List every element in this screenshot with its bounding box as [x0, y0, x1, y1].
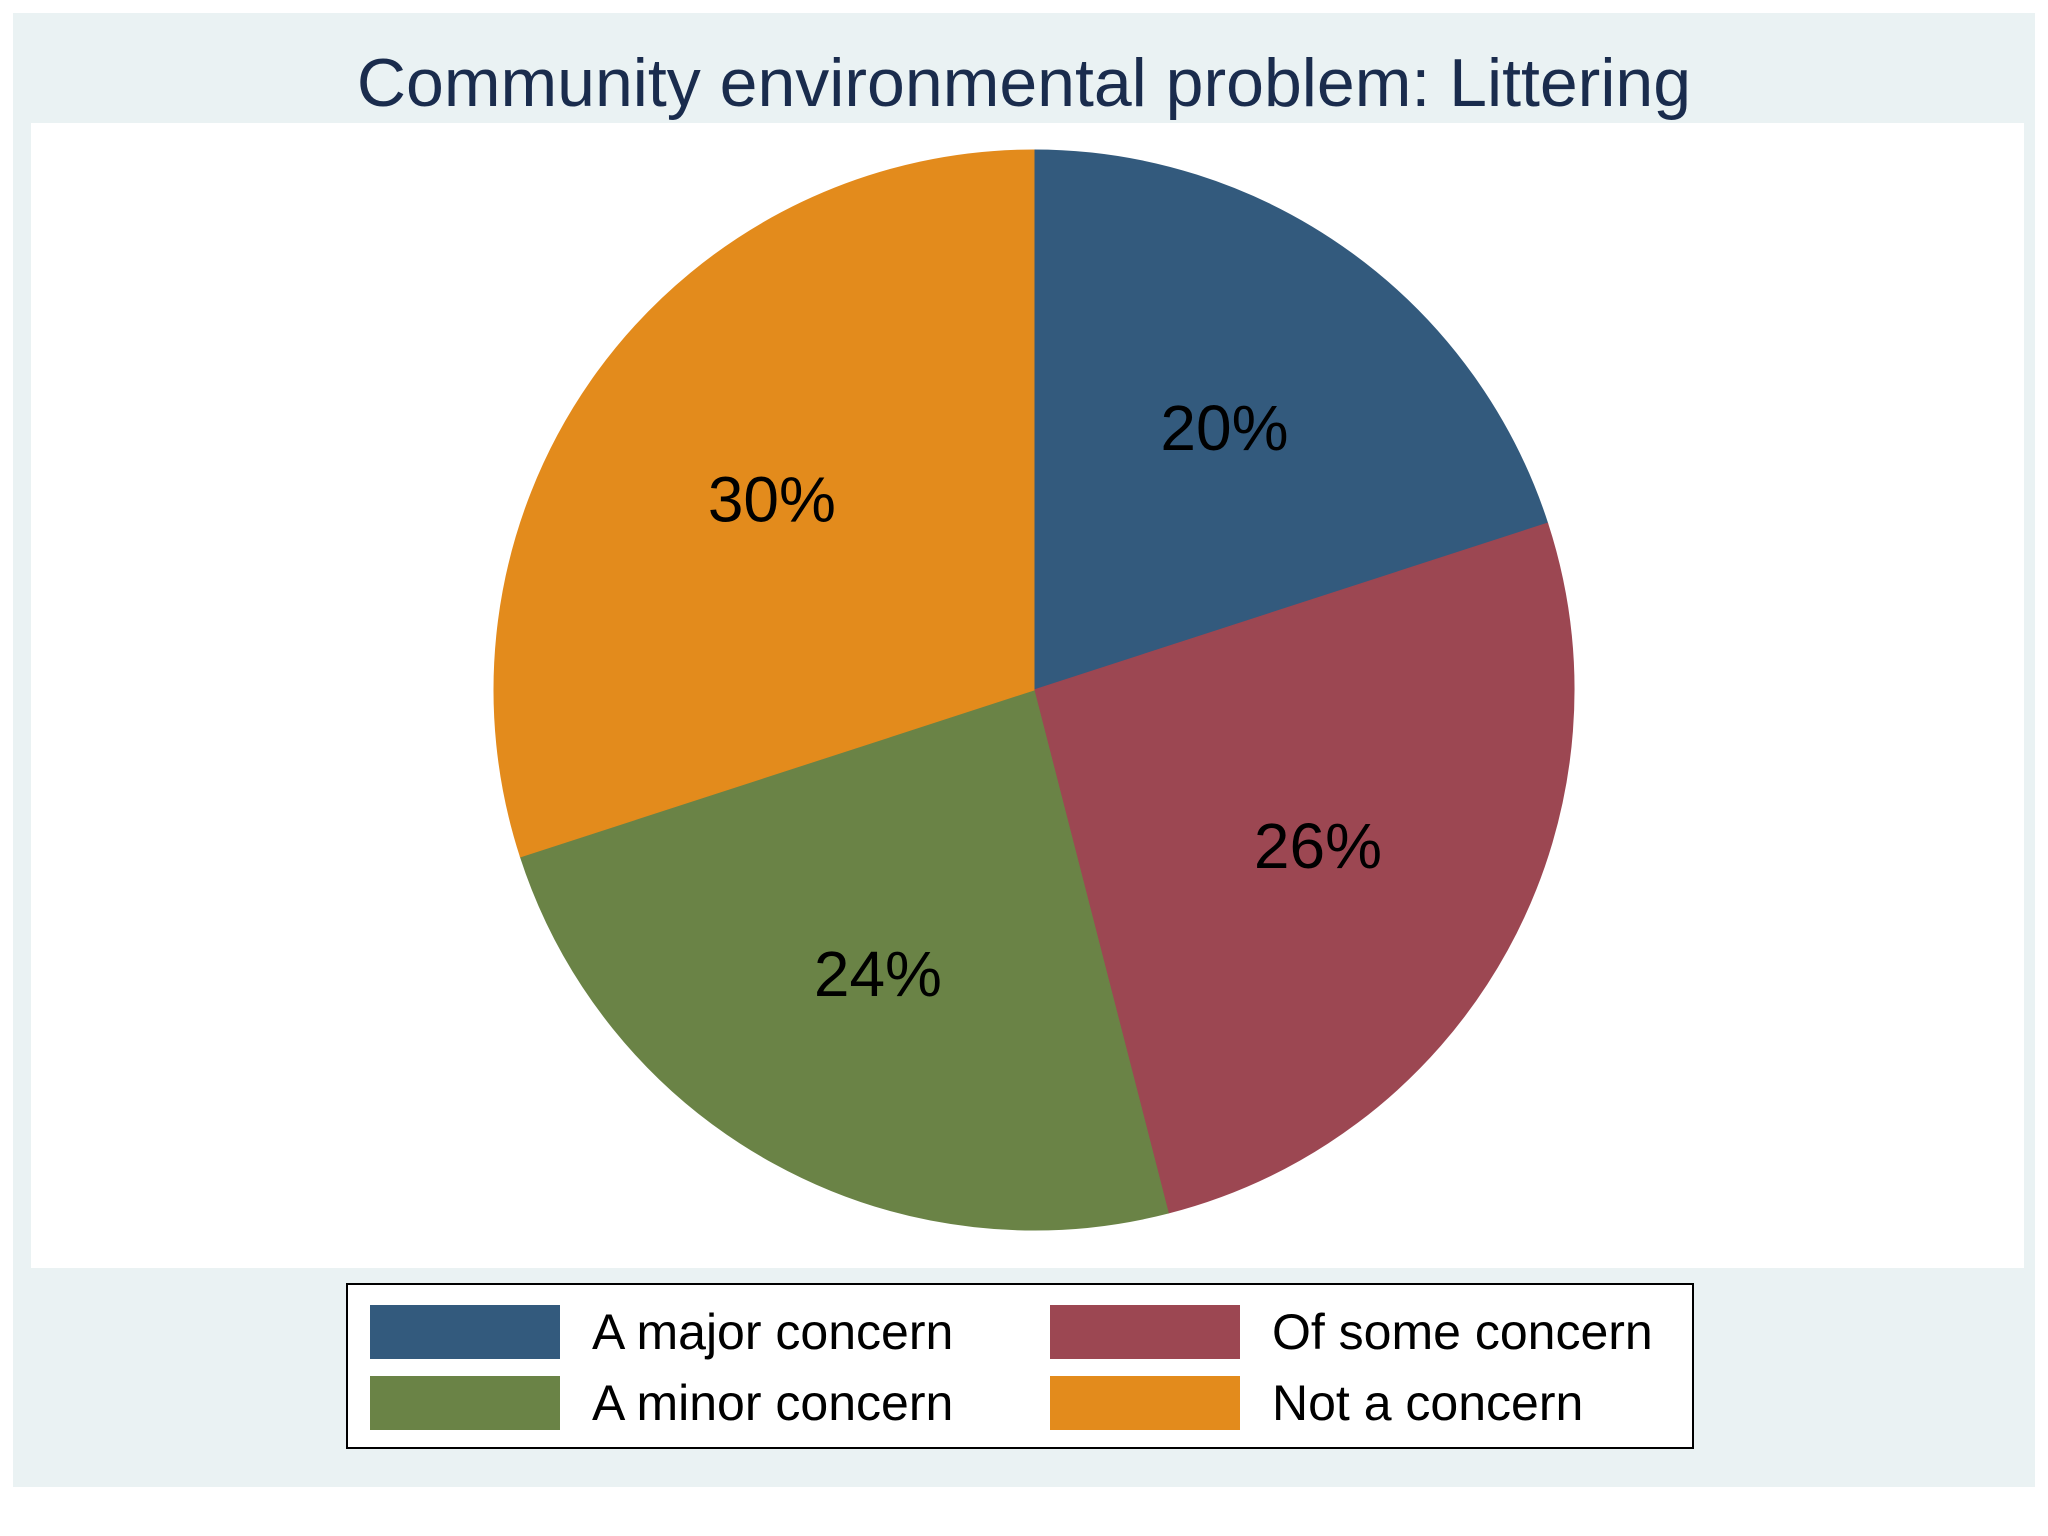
pie-slice-of-some-concern	[1033, 522, 1575, 1214]
legend-item-a-major-concern: A major concern	[370, 1304, 954, 1360]
chart-figure: Community environmental problem: Litteri…	[13, 13, 2035, 1487]
pie-chart: 20% 26% 24% 30%	[493, 149, 1575, 1231]
pie-slice-a-major-concern	[1033, 149, 1549, 691]
pie-label-not-a-concern: 30%	[708, 464, 836, 536]
pie-slice-not-a-concern	[493, 149, 1035, 858]
legend-swatch-a-major-concern	[370, 1305, 560, 1359]
pie-slices	[493, 149, 1575, 1231]
legend-swatch-of-some-concern	[1050, 1305, 1240, 1359]
pie-slice-a-minor-concern	[519, 689, 1169, 1231]
pie-label-a-minor-concern: 24%	[814, 938, 942, 1010]
legend-swatch-not-a-concern	[1050, 1376, 1240, 1430]
legend-label: Not a concern	[1272, 1375, 1584, 1431]
pie-label-of-some-concern: 26%	[1254, 810, 1382, 882]
chart-title: Community environmental problem: Litteri…	[356, 45, 1692, 121]
legend: A major concern Of some concern A minor …	[346, 1283, 1694, 1449]
legend-label: A major concern	[592, 1304, 954, 1360]
pie-value-labels: 20% 26% 24% 30%	[708, 392, 1382, 1010]
legend-item-a-minor-concern: A minor concern	[370, 1375, 954, 1431]
legend-swatch-a-minor-concern	[370, 1376, 560, 1430]
legend-label: Of some concern	[1272, 1304, 1653, 1360]
legend-label: A minor concern	[592, 1375, 954, 1431]
legend-item-of-some-concern: Of some concern	[1050, 1304, 1653, 1360]
legend-item-not-a-concern: Not a concern	[1050, 1375, 1584, 1431]
plot-region: 20% 26% 24% 30%	[31, 123, 2024, 1268]
pie-label-a-major-concern: 20%	[1160, 392, 1288, 464]
